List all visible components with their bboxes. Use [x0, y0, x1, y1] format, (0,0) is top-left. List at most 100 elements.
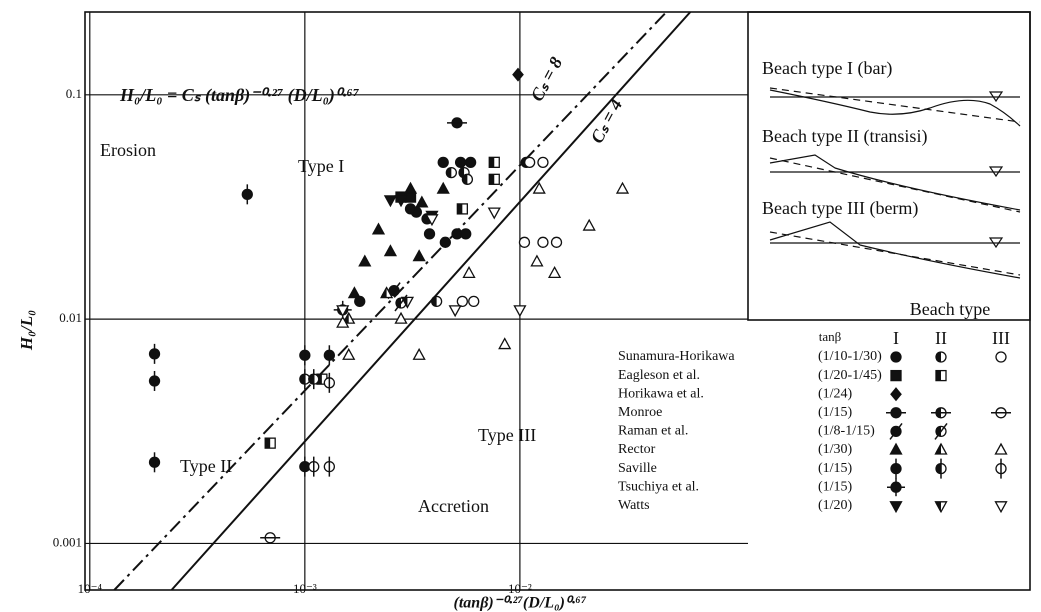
- data-point: [394, 195, 408, 208]
- marker-shape: [889, 442, 903, 455]
- legend-marker: [890, 369, 902, 382]
- data-point: [148, 343, 161, 364]
- x-tick-label: 10⁻³: [293, 581, 317, 596]
- marker-shape: [935, 444, 941, 454]
- marker-shape: [547, 265, 562, 278]
- legend-label: Tsuchiya et al.: [618, 479, 699, 494]
- marker-shape: [347, 286, 362, 299]
- marker-shape: [890, 387, 902, 402]
- data-point: [512, 67, 524, 82]
- marker-shape: [994, 442, 1008, 455]
- data-point: [358, 254, 372, 267]
- x-tick-label: 10⁻⁴: [78, 581, 103, 596]
- legend-marker: [934, 501, 948, 514]
- marker-shape: [439, 236, 451, 248]
- marker-shape: [537, 236, 549, 248]
- data-point: [615, 181, 630, 194]
- marker-shape: [935, 501, 941, 512]
- marker-shape: [423, 228, 436, 240]
- data-point: [518, 236, 531, 248]
- legend-marker: [991, 407, 1011, 419]
- marker-shape: [412, 249, 426, 262]
- data-point: [456, 295, 468, 308]
- marker-shape: [889, 501, 903, 514]
- marker-shape: [431, 296, 437, 307]
- marker-shape: [498, 337, 512, 350]
- marker-shape: [462, 174, 468, 185]
- annotation: Type I: [298, 156, 344, 176]
- legend-title: Beach type: [910, 299, 990, 319]
- marker-bar: [889, 422, 903, 440]
- data-point: [464, 156, 477, 168]
- marker-shape: [412, 347, 426, 360]
- marker-shape: [464, 156, 477, 168]
- data-point: [447, 117, 468, 129]
- legend-marker: [995, 351, 1007, 363]
- marker-shape: [615, 181, 630, 194]
- marker-shape: [299, 374, 305, 385]
- data-point: [488, 173, 500, 185]
- data-point: [460, 228, 472, 240]
- marker-shape: [265, 438, 271, 449]
- data-point: [532, 181, 546, 194]
- marker-shape: [489, 174, 495, 185]
- data-point: [394, 311, 408, 324]
- data-point: [387, 282, 401, 300]
- legend-marker: [889, 442, 903, 455]
- x-axis-title: (tanβ)⁻⁰·²⁷(D/L₀)⁰·⁶⁷: [454, 595, 587, 612]
- marker-shape: [532, 181, 546, 194]
- legend-marker: [886, 407, 906, 419]
- marker-shape: [358, 254, 372, 267]
- marker-shape: [425, 214, 439, 227]
- data-point: [445, 166, 457, 179]
- marker-shape: [401, 297, 408, 308]
- legend-tan-beta: (1/20-1/45): [818, 368, 882, 383]
- y-tick-label: 0.01: [59, 310, 82, 325]
- legend-label: Rector: [618, 442, 656, 457]
- data-point: [323, 345, 335, 366]
- data-point: [371, 222, 386, 235]
- marker-shape: [454, 156, 467, 168]
- marker-shape: [550, 236, 563, 248]
- line-label: Cₛ = 8: [526, 54, 566, 105]
- marker-shape: [415, 195, 429, 208]
- y-tick-label: 0.1: [66, 86, 82, 101]
- marker-shape: [336, 315, 350, 328]
- data-point: [582, 218, 596, 231]
- data-point: [437, 156, 449, 168]
- marker-bar: [934, 422, 948, 440]
- legend-marker: [890, 351, 902, 363]
- legend-label: Watts: [618, 498, 650, 513]
- marker-shape: [446, 167, 452, 178]
- marker-shape: [513, 305, 527, 318]
- marker-shape: [383, 244, 398, 257]
- marker-shape: [460, 228, 472, 240]
- data-point: [537, 156, 549, 168]
- legend-marker: [889, 422, 903, 440]
- data-point: [439, 236, 451, 248]
- inset-title: Beach type III (berm): [762, 198, 918, 219]
- data-point: [403, 181, 418, 194]
- data-point: [323, 456, 335, 477]
- legend-marker: [931, 407, 951, 419]
- legend-marker: [994, 501, 1008, 514]
- data-point: [412, 249, 426, 262]
- inset-title: Beach type I (bar): [762, 58, 892, 79]
- marker-shape: [459, 167, 465, 178]
- legend-marker: [935, 458, 947, 479]
- inset-profiles: [769, 87, 1021, 279]
- data-point: [347, 286, 362, 299]
- data-point: [336, 315, 350, 328]
- legend-tan-beta: (1/24): [818, 386, 853, 401]
- marker-shape: [489, 157, 495, 168]
- legend-tan-beta: (1/20): [818, 498, 853, 513]
- marker-shape: [436, 181, 450, 194]
- legend-tan-beta: (1/8-1/15): [818, 424, 875, 439]
- marker-shape: [456, 295, 468, 308]
- legend-header: tanβ: [819, 329, 842, 344]
- data-point: [530, 254, 544, 267]
- legend-marker: [995, 458, 1007, 479]
- data-point: [487, 207, 501, 220]
- marker-shape: [582, 218, 596, 231]
